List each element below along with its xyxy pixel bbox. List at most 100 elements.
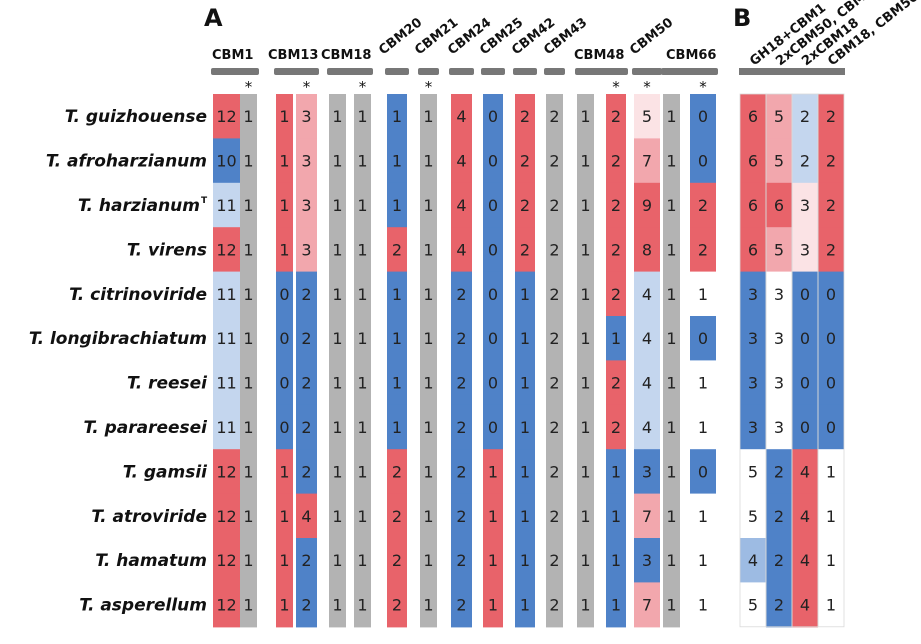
cell-value: 1 [243, 374, 253, 393]
group-bar-b-3 [791, 68, 819, 75]
cell-a [387, 182, 407, 228]
cell-value: 1 [423, 152, 433, 171]
cell-value: 1 [488, 507, 498, 526]
cell-value: 1 [826, 551, 836, 570]
cell-a [276, 449, 293, 495]
cell-a [296, 94, 317, 139]
cell-value: 2 [611, 107, 621, 126]
cell-a [420, 316, 437, 361]
cell-value: 4 [642, 374, 652, 393]
cell-a [634, 404, 660, 450]
cell-value: 1 [423, 374, 433, 393]
cell-a [451, 360, 472, 406]
cell-value: 2 [392, 240, 402, 259]
cell-value: 3 [800, 196, 810, 215]
cell-value: 1 [332, 329, 342, 348]
cell-value: 2 [520, 240, 530, 259]
cell-a [387, 449, 407, 495]
cell-value: 2 [549, 374, 559, 393]
cell-a [296, 449, 317, 495]
cell-value: 0 [488, 152, 498, 171]
cell-value: 2 [774, 596, 784, 615]
cell-value: 2 [549, 107, 559, 126]
cell-value: 8 [642, 240, 652, 259]
cell-a [420, 404, 437, 450]
cell-a [296, 271, 317, 317]
cell-value: 7 [642, 507, 652, 526]
cell-value: 1 [580, 596, 590, 615]
cell-b [766, 449, 792, 495]
cell-a [515, 449, 535, 495]
cell-a [663, 404, 680, 450]
cell-a [663, 538, 680, 583]
cell-value: 0 [698, 152, 708, 171]
cell-value: 4 [800, 596, 810, 615]
cell-a [451, 182, 472, 228]
cell-a [690, 538, 716, 583]
cell-value: 1 [666, 152, 676, 171]
panel-label-a: A [204, 4, 223, 32]
cell-value: 1 [243, 418, 253, 437]
cell-value: 2 [611, 418, 621, 437]
cell-value: 1 [698, 374, 708, 393]
cell-value: 3 [748, 285, 758, 304]
cell-value: 3 [642, 551, 652, 570]
cell-value: 1 [243, 507, 253, 526]
cell-value: 4 [456, 152, 466, 171]
cell-value: 1 [243, 462, 253, 481]
group-label-cbm18: CBM18 [321, 48, 371, 63]
cell-value: 2 [549, 551, 559, 570]
cell-a [354, 538, 371, 583]
cell-value: 1 [666, 196, 676, 215]
cell-value: 2 [774, 462, 784, 481]
cell-value: 0 [488, 329, 498, 348]
cell-value: 4 [800, 462, 810, 481]
cell-value: 11 [216, 329, 236, 348]
significance-star: * [359, 78, 367, 96]
cell-a [577, 538, 594, 583]
group-bar-cbm24 [449, 68, 474, 75]
cell-a [483, 404, 503, 450]
cell-value: 2 [774, 507, 784, 526]
cell-value: 2 [456, 374, 466, 393]
cell-a [387, 316, 407, 361]
cell-value: 2 [549, 462, 559, 481]
cell-a [276, 360, 293, 406]
cell-a [546, 360, 563, 406]
cell-b [818, 182, 844, 228]
cell-value: 5 [748, 507, 758, 526]
cell-a [276, 138, 293, 184]
cell-value: 0 [800, 418, 810, 437]
cell-value: 1 [520, 507, 530, 526]
cell-a [296, 404, 317, 450]
cell-value: 2 [520, 107, 530, 126]
cell-value: 2 [549, 507, 559, 526]
cell-a [329, 138, 346, 184]
cell-value: 1 [666, 240, 676, 259]
cell-value: 2 [549, 196, 559, 215]
cell-a [577, 271, 594, 317]
cell-b [766, 271, 792, 317]
species-label: T. afroharzianum [46, 152, 207, 172]
cell-value: 2 [611, 285, 621, 304]
cell-a [354, 94, 371, 139]
cell-value: 10 [216, 152, 236, 171]
cell-value: 12 [216, 507, 236, 526]
cell-value: 2 [611, 152, 621, 171]
cell-value: 5 [774, 152, 784, 171]
cell-value: 3 [800, 240, 810, 259]
cell-a [483, 582, 503, 628]
cell-a [387, 271, 407, 317]
cell-value: 12 [216, 462, 236, 481]
cell-a [276, 182, 293, 228]
species-label: T. gamsii [123, 462, 208, 482]
species-label: T. virens [127, 240, 207, 260]
cell-a [240, 493, 257, 539]
column-outline-b [817, 93, 845, 628]
cell-a [663, 182, 680, 228]
cell-value: 2 [456, 507, 466, 526]
cell-value: 3 [748, 418, 758, 437]
cell-value: 2 [549, 329, 559, 348]
cell-value: 1 [423, 240, 433, 259]
cell-value: 3 [774, 418, 784, 437]
